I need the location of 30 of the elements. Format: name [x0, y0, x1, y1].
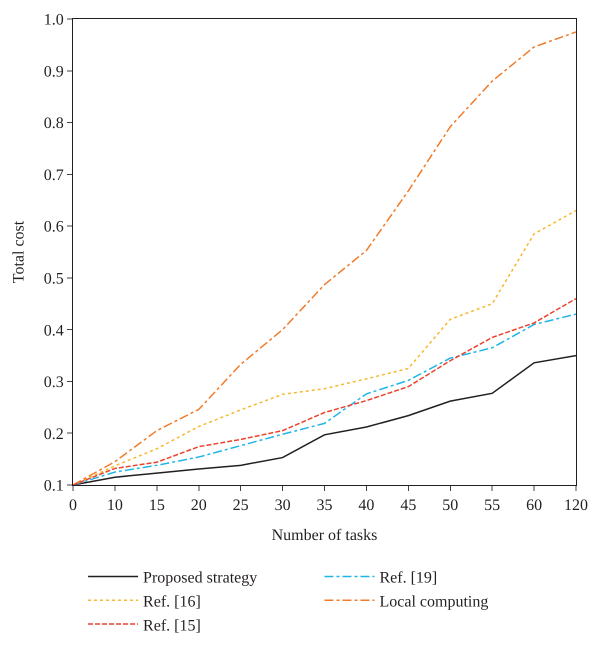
y-tick-label: 0.5 — [44, 270, 64, 288]
x-axis-title: Number of tasks — [272, 526, 378, 544]
legend-label: Ref. [19] — [379, 570, 438, 587]
x-tick-label: 50 — [442, 497, 458, 514]
x-tick-label: 10 — [106, 497, 123, 514]
x-tick-label: 15 — [148, 497, 165, 514]
x-tick-label: 60 — [526, 497, 542, 514]
legend-label: Local computing — [379, 594, 488, 610]
y-tick-label: 0.8 — [44, 115, 64, 132]
y-tick-label: 0.1 — [44, 478, 64, 495]
legend-label: Proposed strategy — [143, 570, 258, 587]
legend-label: Ref. [16] — [143, 594, 201, 610]
y-axis-title: Total cost — [10, 220, 28, 284]
y-tick-label: 0.9 — [44, 63, 64, 80]
y-tick-label: 0.6 — [44, 218, 64, 236]
x-tick-label: 20 — [190, 497, 207, 514]
y-tick-label: 0.3 — [44, 374, 64, 392]
x-tick-label: 25 — [232, 497, 249, 514]
y-tick-label: 1.0 — [44, 12, 64, 29]
x-tick-label: 0 — [69, 497, 77, 514]
x-tick-label: 120 — [564, 497, 588, 514]
x-tick-label: 30 — [274, 497, 291, 514]
legend-label: Ref. [15] — [143, 617, 201, 634]
x-tick-label: 55 — [484, 497, 500, 514]
x-tick-label: 35 — [316, 497, 332, 514]
y-tick-label: 0.7 — [44, 166, 64, 184]
y-tick-label: 0.4 — [44, 322, 64, 340]
y-tick-label: 0.2 — [44, 426, 64, 443]
x-tick-label: 45 — [400, 497, 416, 514]
x-tick-label: 40 — [358, 497, 374, 514]
